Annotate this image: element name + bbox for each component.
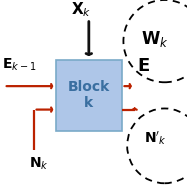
Text: $\mathbf{N}'_k$: $\mathbf{N}'_k$ xyxy=(144,130,167,147)
Text: $\mathbf{N}_k$: $\mathbf{N}_k$ xyxy=(29,155,49,172)
Text: Block
k: Block k xyxy=(68,80,110,111)
Text: $\mathbf{E}$: $\mathbf{E}$ xyxy=(137,57,149,75)
Text: $\mathbf{X}_k$: $\mathbf{X}_k$ xyxy=(71,0,92,19)
Text: $\mathbf{W}_k$: $\mathbf{W}_k$ xyxy=(141,29,169,49)
Text: $\mathbf{E}_{k-1}$: $\mathbf{E}_{k-1}$ xyxy=(2,57,36,73)
Bar xyxy=(56,60,122,131)
